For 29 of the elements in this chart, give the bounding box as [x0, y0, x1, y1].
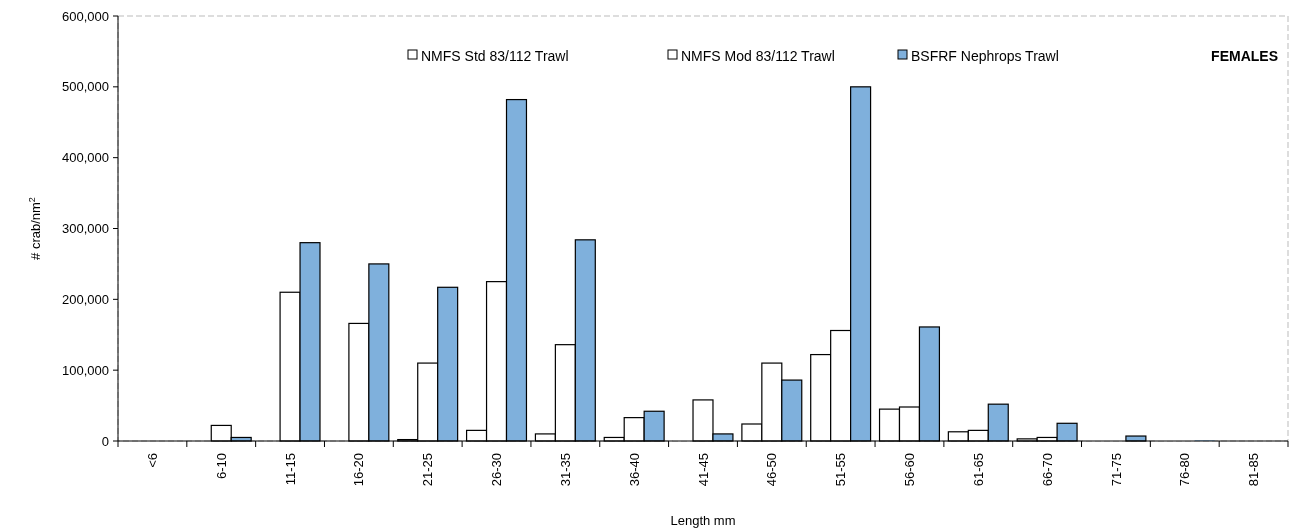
legend-label: BSFRF Nephrops Trawl [911, 47, 1059, 64]
x-tick-label: 51-55 [833, 453, 849, 487]
y-tick-label: 0 [101, 433, 109, 449]
annotation: FEMALES [1211, 47, 1278, 64]
x-tick-label: 56-60 [902, 453, 918, 487]
x-tick-label: 11-15 [282, 453, 298, 486]
x-tick-label: 36-40 [626, 453, 642, 487]
x-tick-label: 31-35 [557, 453, 573, 487]
x-tick-label: 41-45 [695, 453, 711, 487]
x-tick-label: <6 [144, 453, 160, 468]
x-axis-title: Length mm [670, 513, 736, 528]
y-tick-label: 300,000 [62, 221, 109, 237]
x-tick-label: 71-75 [1108, 453, 1124, 487]
x-tick-label: 81-85 [1246, 453, 1262, 487]
y-tick-label: 100,000 [62, 362, 109, 378]
x-tick-label: 66-70 [1039, 453, 1055, 487]
y-tick-label: 500,000 [62, 79, 109, 95]
x-tick-label: 46-50 [764, 453, 780, 487]
x-tick-label: 21-25 [420, 453, 436, 487]
x-tick-label: 6-10 [213, 453, 229, 480]
x-tick-label: 26-30 [489, 453, 505, 487]
y-tick-label: 200,000 [62, 291, 109, 307]
y-tick-label: 600,000 [62, 8, 109, 24]
legend-label: NMFS Std 83/112 Trawl [421, 47, 569, 64]
x-tick-label: 76-80 [1177, 453, 1193, 487]
y-tick-label: 400,000 [62, 150, 109, 166]
x-tick-label: 61-65 [970, 453, 986, 487]
legend-label: NMFS Mod 83/112 Trawl [681, 47, 835, 64]
x-tick-label: 16-20 [351, 453, 367, 487]
